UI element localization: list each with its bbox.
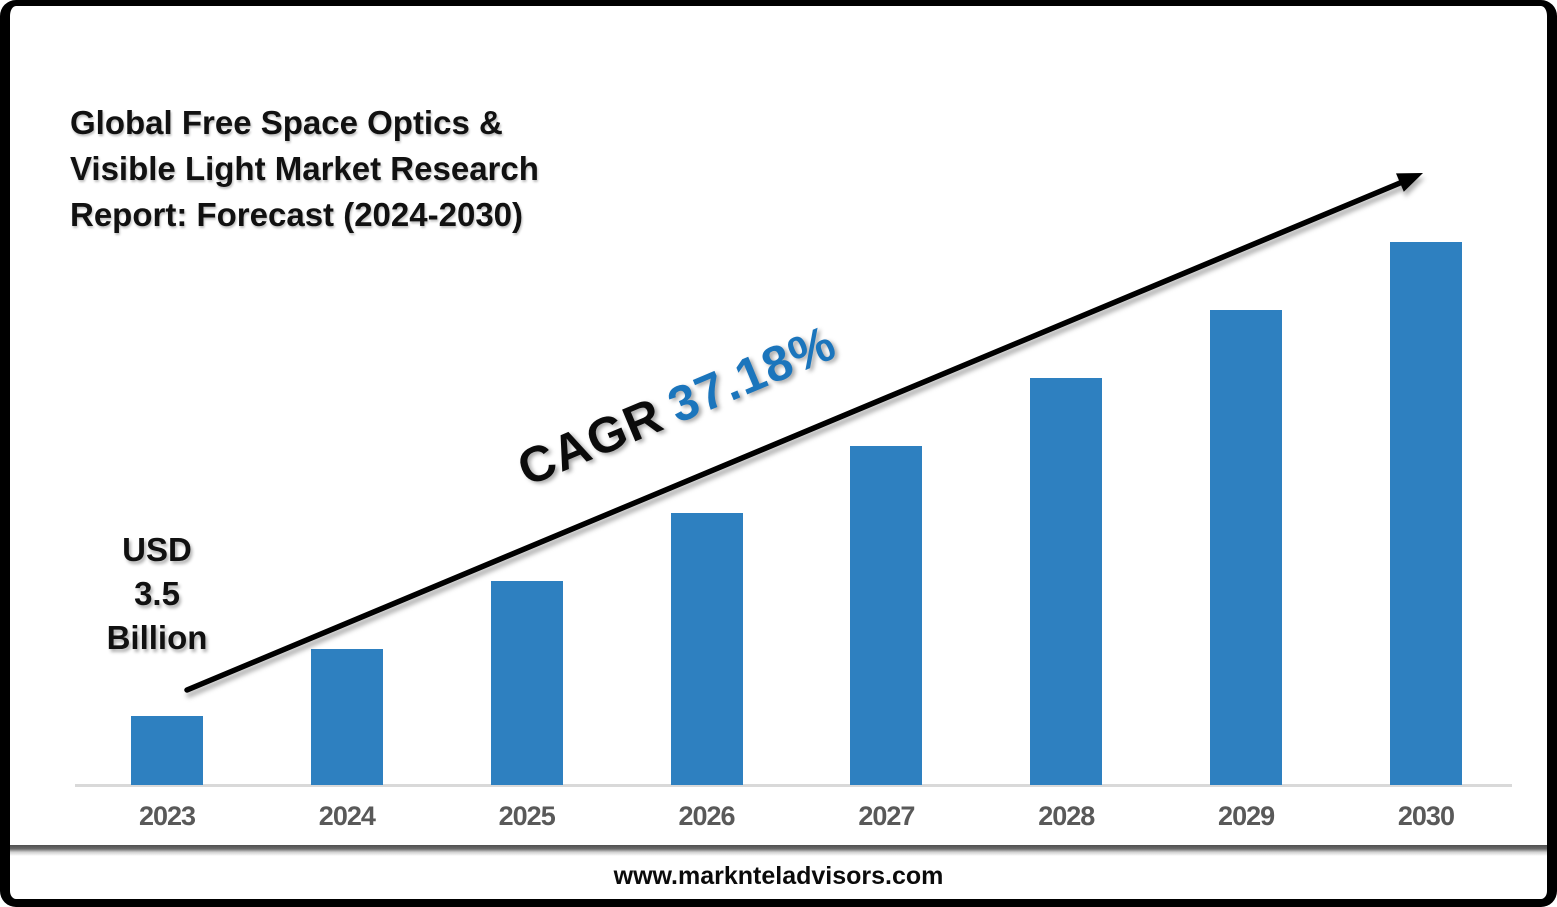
bar-2030: [1389, 242, 1462, 785]
bar-2027: [850, 446, 923, 785]
bar-2026: [670, 513, 743, 785]
x-tick-2026: 2026: [678, 801, 736, 831]
x-tick-2023: 2023: [138, 801, 196, 831]
bar-2024: [310, 649, 383, 785]
bar-2023: [131, 716, 203, 785]
x-tick-2024: 2024: [318, 801, 376, 831]
x-tick-2029: 2029: [1218, 801, 1275, 831]
x-tick-2027: 2027: [858, 801, 915, 831]
x-tick-2030: 2030: [1397, 801, 1455, 831]
x-tick-2028: 2028: [1038, 801, 1095, 831]
bar-2025: [490, 581, 563, 785]
x-axis-line: [75, 784, 1512, 787]
footer-website-url: www.marknteladvisors.com: [613, 862, 944, 890]
bar-2029: [1210, 310, 1283, 785]
bar-2028: [1030, 378, 1103, 785]
x-tick-2025: 2025: [498, 801, 556, 831]
footer-divider: [10, 845, 1547, 856]
footer-bar: www.marknteladvisors.com: [10, 858, 1547, 899]
